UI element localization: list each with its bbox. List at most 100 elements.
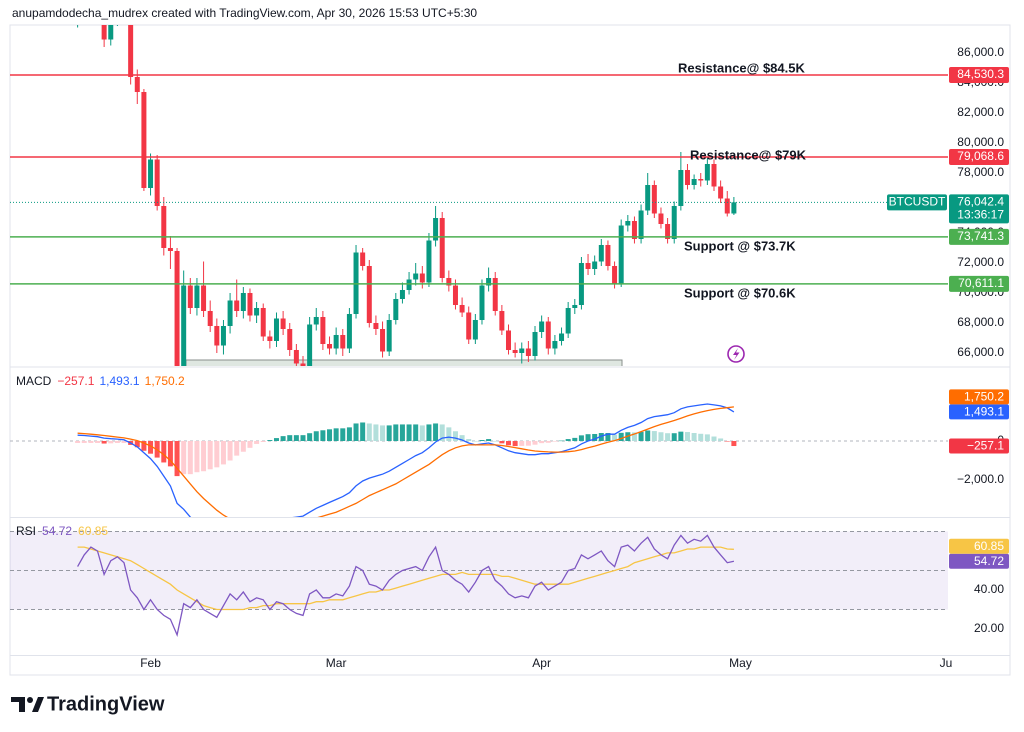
indicator-legend: RSI 54.72 60.85: [16, 524, 108, 538]
candle-body: [181, 285, 187, 366]
candle-body: [327, 343, 333, 349]
histogram-bar: [214, 441, 220, 468]
x-tick-label: May: [729, 656, 752, 670]
price-tag-label: 84,530.3: [957, 67, 1004, 81]
histogram-bar: [691, 433, 697, 442]
price-tag: [949, 553, 1009, 569]
candle-body: [300, 363, 306, 366]
price-tag: [949, 194, 1009, 224]
price-tag-label: −257.1: [967, 439, 1004, 453]
candle-body: [220, 325, 226, 346]
histogram-bar: [552, 441, 558, 442]
histogram-bar: [240, 441, 246, 452]
candle-body: [307, 324, 313, 366]
histogram-bar: [605, 433, 611, 442]
y-tick-label: −2,000.0: [957, 472, 1004, 486]
histogram-bar: [114, 441, 120, 443]
price-tag-label: 70,611.1: [958, 276, 1004, 290]
candle-body: [658, 213, 664, 224]
candle-body: [532, 331, 538, 356]
candle-body: [194, 285, 200, 308]
histogram-bar: [413, 424, 419, 442]
histogram-bar: [665, 433, 671, 442]
candle-body: [386, 319, 392, 352]
histogram-bar: [141, 441, 147, 451]
countdown-label: 13:36:17: [957, 208, 1004, 222]
histogram-bar: [393, 424, 399, 442]
price-tag-label: 73,741.3: [957, 229, 1004, 243]
histogram-bar: [505, 441, 511, 446]
histogram-bar: [346, 427, 352, 442]
candle-body: [399, 289, 405, 299]
candle-body: [486, 277, 492, 286]
price-pane: [10, 25, 948, 366]
macd-pane: [10, 403, 948, 517]
histogram-bar: [327, 429, 333, 442]
y-tick-label: 68,000.0: [957, 315, 1004, 329]
candle-body: [260, 307, 266, 337]
histogram-bar: [439, 424, 445, 442]
level-annotation: Support @ $70.6K: [684, 285, 796, 300]
histogram-bar: [399, 424, 405, 442]
legend-item: MACD: [16, 374, 52, 388]
candle-body: [539, 321, 545, 332]
candle-body: [433, 217, 439, 241]
price-tag-label: 54.72: [974, 554, 1004, 568]
candle-body: [724, 198, 730, 214]
candle-body: [413, 273, 419, 280]
candle-body: [638, 210, 644, 239]
histogram-bar: [287, 435, 293, 442]
histogram-bar: [512, 441, 518, 447]
symbol-label: BTCUSDT: [889, 195, 946, 209]
histogram-bar: [539, 441, 545, 444]
price-tag-label: 1,493.1: [964, 405, 1004, 419]
candle-body: [227, 300, 233, 326]
candle-body: [373, 322, 379, 329]
price-tag: [949, 404, 1009, 420]
x-tick-label: Apr: [532, 656, 551, 670]
histogram-bar: [181, 441, 187, 475]
candle-body: [293, 349, 299, 364]
candle-body: [267, 336, 273, 341]
candle-body: [519, 348, 525, 353]
histogram-bar: [386, 425, 392, 442]
candle-body: [711, 164, 717, 187]
candle-body: [631, 220, 637, 239]
histogram-bar: [585, 434, 591, 442]
candle-body: [585, 262, 591, 269]
candle-body: [472, 319, 478, 340]
histogram-bar: [95, 441, 101, 443]
histogram-bar: [234, 441, 240, 456]
histogram-bar: [247, 441, 253, 448]
histogram-bar: [446, 427, 452, 442]
histogram-bar: [207, 441, 213, 470]
candle-body: [572, 304, 578, 308]
candle-body: [187, 285, 193, 308]
candle-body: [287, 328, 293, 350]
candle-body: [419, 273, 425, 283]
price-tag: [949, 67, 1009, 84]
candle-body: [592, 261, 598, 269]
candle-body: [108, 25, 114, 40]
legend-item: 1,750.2: [145, 374, 185, 388]
histogram-bar: [618, 432, 624, 442]
histogram-bar: [433, 423, 439, 442]
histogram-bar: [479, 440, 485, 442]
brand-name: TradingView: [47, 693, 165, 715]
histogram-bar: [612, 434, 618, 442]
histogram-bar: [598, 433, 604, 442]
candle-body: [254, 307, 260, 316]
level-annotation: Resistance@ $84.5K: [678, 60, 805, 75]
histogram-bar: [645, 430, 651, 442]
candle-body: [492, 277, 498, 311]
y-tick-label: 40.00: [974, 582, 1004, 596]
candle-body: [101, 25, 107, 40]
histogram-bar: [684, 432, 690, 442]
candle-body: [340, 334, 346, 349]
price-tag: [949, 275, 1009, 292]
candle-body: [393, 298, 399, 320]
candle-body: [346, 313, 352, 349]
histogram-bar: [121, 441, 127, 443]
y-tick-label: 20.00: [974, 621, 1004, 635]
candle-body: [154, 159, 160, 206]
